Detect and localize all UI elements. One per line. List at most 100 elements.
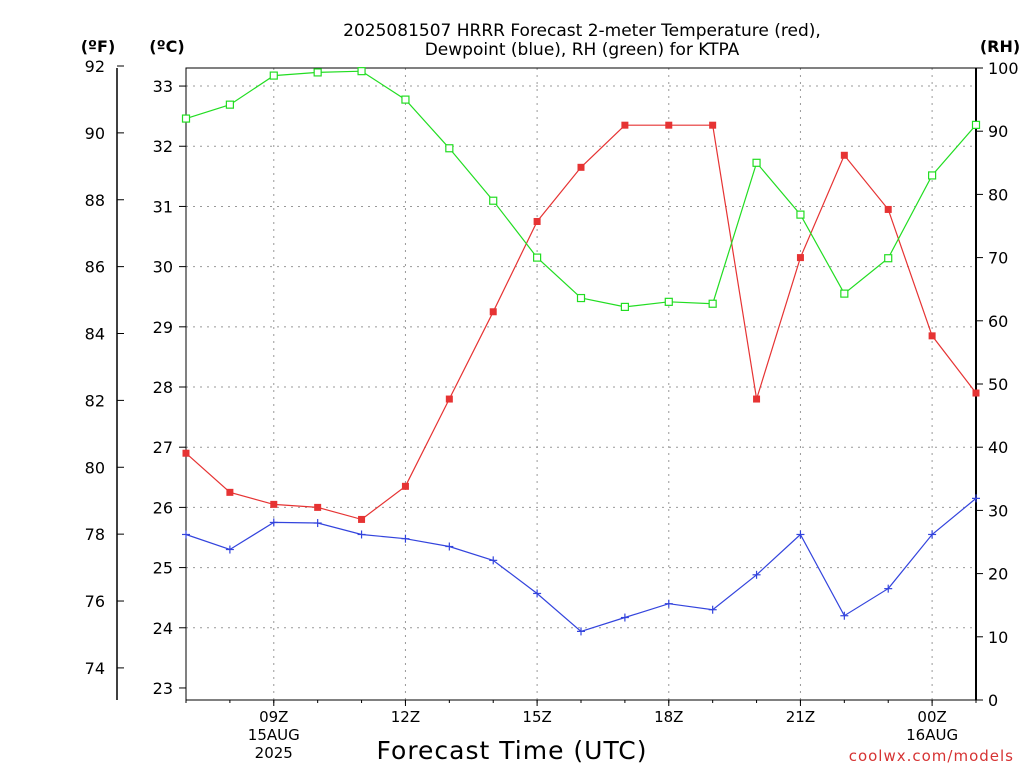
rh-point <box>269 71 278 80</box>
rh-point <box>884 254 893 263</box>
rh-tick-label: 10 <box>988 628 1008 647</box>
celsius-tick-label: 29 <box>153 318 173 337</box>
temperature-point <box>489 308 497 316</box>
celsius-axis-unit: (ºC) <box>149 37 184 56</box>
temperature-point <box>972 389 980 397</box>
rh-point <box>752 158 761 167</box>
rh-tick-label: 80 <box>988 185 1008 204</box>
celsius-tick-label: 28 <box>153 378 173 397</box>
rh-point <box>708 299 717 308</box>
rh-point <box>445 144 454 153</box>
rh-tick-label: 20 <box>988 565 1008 584</box>
chart-title-line1: 2025081507 HRRR Forecast 2-meter Tempera… <box>343 21 821 41</box>
rh-point <box>928 171 937 180</box>
rh-point <box>664 297 673 306</box>
temperature-point <box>445 395 453 403</box>
celsius-tick-label: 26 <box>153 498 173 517</box>
fahrenheit-tick-label: 80 <box>85 458 105 477</box>
temperature-point <box>182 449 190 457</box>
x-tick-label: 16AUG <box>906 726 958 744</box>
dewpoint-point <box>182 530 190 539</box>
rh-point <box>796 210 805 219</box>
rh-tick-label: 60 <box>988 312 1008 331</box>
celsius-tick-label: 25 <box>153 559 173 578</box>
rh-tick-label: 70 <box>988 249 1008 268</box>
temperature-point <box>709 121 717 129</box>
fahrenheit-tick-label: 92 <box>85 57 105 76</box>
temperature-point <box>884 205 892 213</box>
rh-tick-label: 100 <box>988 59 1019 78</box>
temperature-point <box>358 515 366 523</box>
dewpoint-point <box>972 494 980 503</box>
dewpoint-point <box>752 570 761 579</box>
dewpoint-line <box>185 497 977 633</box>
rh-line <box>185 70 977 308</box>
temperature-point <box>840 151 848 159</box>
celsius-tick-label: 24 <box>153 619 173 638</box>
dewpoint-series <box>182 494 980 636</box>
rh-tick-label: 0 <box>988 691 998 710</box>
rh-point <box>225 100 234 109</box>
dewpoint-point <box>357 530 366 539</box>
chart-axes <box>116 65 983 706</box>
rh-point <box>620 302 629 311</box>
rh-tick-label: 50 <box>988 375 1008 394</box>
dewpoint-point <box>313 519 322 528</box>
dewpoint-point <box>708 605 717 614</box>
rh-point <box>489 196 498 205</box>
temperature-point <box>270 500 278 508</box>
fahrenheit-tick-label: 78 <box>85 525 105 544</box>
rh-tick-label: 30 <box>988 501 1008 520</box>
x-tick-label: 12Z <box>391 708 420 726</box>
x-tick-label: 18Z <box>654 708 683 726</box>
dewpoint-point <box>884 584 893 593</box>
temperature-point <box>796 254 804 262</box>
temperature-point <box>577 163 585 171</box>
dewpoint-point <box>401 534 410 543</box>
fahrenheit-tick-label: 86 <box>85 258 105 277</box>
plot-frame <box>185 67 977 701</box>
dewpoint-point <box>664 599 673 608</box>
dewpoint-point <box>840 611 849 620</box>
chart-title-line2: Dewpoint (blue), RH (green) for KTPA <box>425 40 740 60</box>
data-series <box>181 67 981 636</box>
rh-tick-label: 90 <box>988 122 1008 141</box>
grid-lines <box>186 68 976 700</box>
dewpoint-point <box>489 556 498 565</box>
temperature-point <box>533 217 541 225</box>
fahrenheit-tick-label: 88 <box>85 191 105 210</box>
x-tick-label: 21Z <box>786 708 815 726</box>
dewpoint-point <box>577 627 585 636</box>
rh-point <box>533 253 542 262</box>
fahrenheit-tick-label: 74 <box>85 659 105 678</box>
x-tick-label: 00Z <box>917 708 946 726</box>
dewpoint-point <box>620 613 629 622</box>
rh-point <box>313 68 322 77</box>
celsius-tick-label: 32 <box>153 137 173 156</box>
x-tick-label: 15Z <box>522 708 551 726</box>
rh-axis-unit: (RH) <box>980 37 1020 56</box>
celsius-tick-label: 33 <box>153 77 173 96</box>
temperature-point <box>928 332 936 340</box>
dewpoint-point <box>796 530 805 539</box>
rh-series <box>181 67 981 311</box>
dewpoint-point <box>225 545 234 554</box>
temperature-point <box>226 488 234 496</box>
dewpoint-point <box>269 518 278 527</box>
x-tick-label: 15AUG <box>248 726 300 744</box>
celsius-tick-label: 27 <box>153 438 173 457</box>
rh-point <box>357 67 366 76</box>
dewpoint-point <box>533 589 542 598</box>
fahrenheit-tick-label: 90 <box>85 124 105 143</box>
celsius-tick-label: 23 <box>153 679 173 698</box>
rh-tick-label: 40 <box>988 438 1008 457</box>
rh-point <box>401 95 410 104</box>
credit-text: coolwx.com/models <box>849 747 1014 765</box>
x-tick-label: 2025 <box>255 744 293 762</box>
temperature-point <box>621 121 629 129</box>
dewpoint-point <box>928 530 937 539</box>
temperature-point <box>753 395 761 403</box>
rh-point <box>971 120 981 129</box>
fahrenheit-axis-unit: (ºF) <box>81 37 116 56</box>
temperature-point <box>401 482 409 490</box>
